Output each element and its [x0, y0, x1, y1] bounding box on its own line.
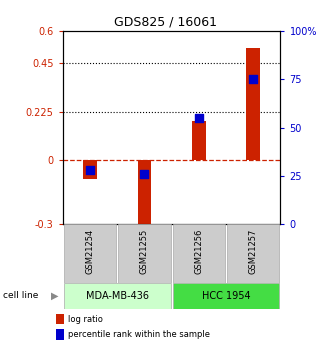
Bar	[173, 224, 225, 283]
Bar	[173, 283, 280, 309]
Text: percentile rank within the sample: percentile rank within the sample	[68, 330, 211, 339]
Bar	[192, 121, 206, 160]
Bar	[56, 314, 64, 324]
Text: cell line: cell line	[3, 291, 39, 300]
Bar	[118, 224, 171, 283]
Text: GSM21256: GSM21256	[194, 229, 203, 274]
Bar	[64, 283, 171, 309]
Text: log ratio: log ratio	[68, 315, 103, 324]
Point	[251, 77, 256, 82]
Text: GDS825 / 16061: GDS825 / 16061	[114, 16, 216, 29]
Bar	[56, 329, 64, 340]
Text: GSM21257: GSM21257	[249, 229, 258, 274]
Bar	[83, 160, 97, 179]
Point	[196, 115, 201, 121]
Text: GSM21255: GSM21255	[140, 229, 149, 274]
Bar	[247, 48, 260, 160]
Text: HCC 1954: HCC 1954	[202, 291, 250, 301]
Point	[87, 167, 92, 173]
Text: MDA-MB-436: MDA-MB-436	[86, 291, 148, 301]
Bar	[227, 224, 280, 283]
Text: ▶: ▶	[51, 291, 58, 301]
Point	[142, 171, 147, 177]
Bar	[138, 160, 151, 228]
Text: GSM21254: GSM21254	[85, 229, 94, 274]
Bar	[64, 224, 116, 283]
